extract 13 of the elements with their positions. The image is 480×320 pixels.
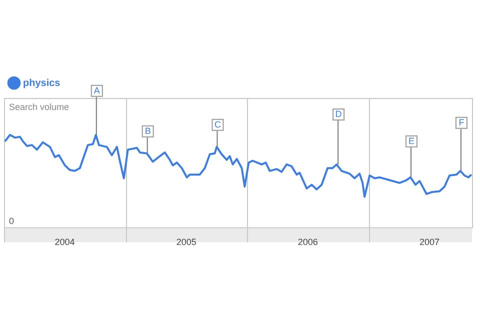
annotation: A: [94, 85, 100, 96]
annotation: E: [408, 136, 414, 146]
annotation: D: [335, 108, 342, 119]
x-tick-label: 2006: [298, 237, 318, 248]
x-tick-label: 2004: [54, 237, 75, 248]
annotation: 0: [9, 216, 14, 226]
x-tick-label: 2007: [419, 237, 440, 248]
y-axis-title: Search volume: [9, 102, 70, 112]
x-tick-label: 2005: [176, 237, 196, 248]
annotation: F: [458, 117, 465, 128]
annotation: B: [144, 126, 151, 136]
legend-label: physics: [23, 78, 61, 89]
annotation: C: [214, 119, 222, 130]
